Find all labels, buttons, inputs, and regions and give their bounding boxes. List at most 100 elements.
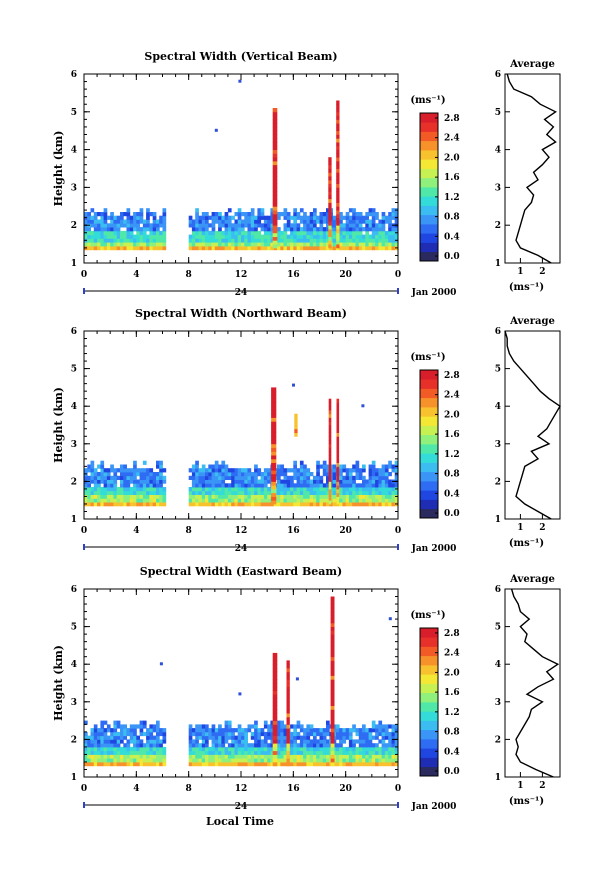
- spike-1: [272, 652, 278, 767]
- isolated-point: [214, 128, 218, 132]
- average-title: Average: [509, 574, 555, 585]
- spike-3: [328, 398, 332, 505]
- colorbar-tick-label: 2.0: [444, 153, 460, 163]
- panel-2: Spectral Width (Northward Beam)0 4 8 12 16 20…: [52, 307, 561, 554]
- colorbar-cell: [420, 637, 438, 647]
- colorbar-tick-label: 2.8: [444, 629, 460, 639]
- panel-3: Spectral Width (Eastward Beam)0 4 8 12 16 20 0…: [52, 565, 561, 812]
- average-y-tick-label: 2: [495, 221, 501, 231]
- y-tick-label: 4: [71, 660, 77, 670]
- colorbar-cell: [420, 397, 438, 408]
- x-tick-label: 0: [395, 784, 401, 794]
- y-tick-label: 5: [71, 365, 77, 375]
- average-x-label: (ms⁻¹): [509, 282, 544, 293]
- spike-3: [336, 100, 340, 249]
- heatmap-cells: [84, 383, 399, 507]
- colorbar-tick-label: 1.2: [444, 708, 460, 718]
- colorbar-cell: [420, 490, 438, 500]
- colorbar-tick-label: 0.8: [444, 213, 460, 223]
- colorbar-tick-label: 1.6: [444, 173, 460, 183]
- y-tick-label: 2: [71, 477, 77, 487]
- panel-title: Spectral Width (Eastward Beam): [140, 565, 342, 578]
- isolated-point: [361, 404, 365, 408]
- average-x-tick-label: 2: [539, 523, 545, 533]
- colorbar-cell: [420, 150, 438, 160]
- colorbar-tick-label: 0.8: [444, 728, 460, 738]
- average-y-tick-label: 5: [495, 108, 501, 118]
- spike-1: [271, 387, 277, 505]
- colorbar-tick-label: 2.8: [444, 114, 460, 124]
- colorbar-cell: [420, 453, 438, 463]
- average-x-tick-label: 1: [517, 523, 523, 533]
- average-y-tick-label: 3: [495, 183, 501, 193]
- average-y-tick-label: 1: [495, 515, 501, 525]
- colorbar-cell: [420, 370, 438, 380]
- average-frame: [504, 73, 561, 264]
- x-tick-label: 0: [81, 526, 87, 536]
- panel-title: Spectral Width (Northward Beam): [135, 307, 347, 320]
- colorbar-cell: [420, 674, 438, 684]
- average-y-tick-label: 4: [495, 146, 501, 156]
- x-tick-label: 4: [133, 526, 139, 536]
- average-y-tick-label: 1: [495, 773, 501, 783]
- x-tick-label: 8: [186, 784, 192, 794]
- colorbar-cell: [420, 205, 438, 216]
- x-tick-label: 8: [186, 270, 192, 280]
- colorbar-tick-label: 1.6: [444, 688, 460, 698]
- x-axis-label-local-time: Local Time: [206, 815, 274, 828]
- y-axis-label: Height (km): [52, 645, 65, 721]
- x-tick-label: 16: [287, 270, 300, 280]
- average-y-tick-label: 2: [495, 477, 501, 487]
- average-y-tick-label: 6: [495, 585, 501, 595]
- isolated-point: [295, 677, 299, 681]
- average-y-tick-label: 3: [495, 698, 501, 708]
- x-tick-label: 0: [81, 784, 87, 794]
- date-label: Jan 2000: [411, 802, 457, 812]
- colorbar-cell: [420, 196, 438, 206]
- x-tick-label: 4: [133, 270, 139, 280]
- x-tick-label: 16: [287, 526, 300, 536]
- average-x-tick-label: 2: [539, 267, 545, 277]
- day-label: 24: [235, 544, 248, 554]
- isolated-point: [159, 662, 163, 666]
- colorbar-frame: [419, 369, 439, 519]
- y-tick-label: 2: [71, 735, 77, 745]
- y-tick-label: 6: [71, 585, 77, 595]
- average-title: Average: [509, 316, 555, 327]
- panel-title: Spectral Width (Vertical Beam): [144, 50, 337, 63]
- colorbar-cell: [420, 122, 438, 132]
- colorbar-cell: [420, 628, 438, 638]
- average-y-tick-label: 5: [495, 623, 501, 633]
- day-label: 24: [235, 802, 248, 812]
- colorbar-cell: [420, 462, 438, 473]
- x-tick-label: 20: [339, 784, 352, 794]
- colorbar-cell: [420, 416, 438, 426]
- colorbar-cell: [420, 729, 438, 740]
- colorbar-frame: [419, 112, 439, 262]
- colorbar-cell: [420, 388, 438, 399]
- colorbar-cell: [420, 214, 438, 225]
- y-axis-label: Height (km): [52, 387, 65, 463]
- x-tick-label: 0: [395, 526, 401, 536]
- colorbar-tick-label: 2.0: [444, 410, 460, 420]
- colorbar-cell: [420, 379, 438, 389]
- spike-3: [330, 596, 335, 767]
- colorbar-cell: [420, 233, 438, 243]
- y-tick-label: 5: [71, 623, 77, 633]
- x-tick-label: 12: [235, 526, 248, 536]
- colorbar-cell: [420, 499, 438, 510]
- y-tick-label: 2: [71, 221, 77, 231]
- colorbar-unit: (ms⁻¹): [410, 352, 445, 363]
- y-tick-label: 1: [71, 773, 77, 783]
- colorbar-cell: [420, 140, 438, 151]
- spike-2: [286, 660, 290, 767]
- colorbar-tick-label: 0.0: [444, 252, 460, 262]
- colorbar-tick-label: 1.6: [444, 430, 460, 440]
- y-tick-label: 6: [71, 327, 77, 337]
- colorbar-cell: [420, 665, 438, 675]
- colorbar-tick-label: 2.4: [444, 134, 460, 144]
- y-tick-label: 3: [71, 183, 77, 193]
- colorbar-cell: [420, 748, 438, 758]
- colorbar-cell: [420, 113, 438, 123]
